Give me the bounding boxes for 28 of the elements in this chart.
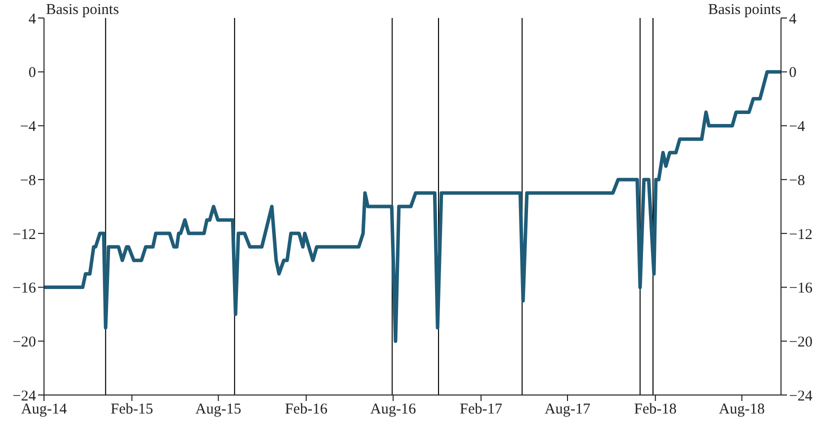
x-tick-label: Aug-16 xyxy=(370,402,417,418)
x-tick-label: Aug-14 xyxy=(21,402,68,418)
y2-tick-label: 0 xyxy=(789,65,796,82)
x-tick-label: Feb-18 xyxy=(634,402,677,418)
y-tick-label: −8 xyxy=(20,172,36,189)
x-tick-label: Feb-17 xyxy=(460,402,503,418)
x-tick-label: Aug-17 xyxy=(544,402,591,418)
x-tick-label: Feb-15 xyxy=(110,402,154,418)
y2-tick-label: −20 xyxy=(789,334,812,350)
y-tick-label: −16 xyxy=(12,280,36,297)
line-series xyxy=(44,70,781,343)
y-tick-label: 4 xyxy=(28,11,36,28)
x-tick-label: Aug-18 xyxy=(718,402,765,418)
y-tick-label: −12 xyxy=(12,226,36,243)
x-tick-label: Feb-16 xyxy=(284,402,328,418)
y2-tick-label: −24 xyxy=(789,388,813,404)
y2-tick-label: −4 xyxy=(789,119,806,136)
y2-tick-label: −8 xyxy=(789,172,805,189)
x-tick-label: Aug-15 xyxy=(195,402,242,418)
y2-tick-label: 4 xyxy=(789,11,797,28)
y-tick-label: −4 xyxy=(20,119,36,136)
y-axis-title: Basis points xyxy=(46,2,119,19)
y2-axis-title: Basis points xyxy=(708,2,781,19)
y-tick-label: −24 xyxy=(12,388,36,404)
y-tick-label: 0 xyxy=(28,65,36,82)
y2-tick-label: −12 xyxy=(789,226,812,243)
y2-tick-label: −16 xyxy=(789,280,813,297)
y-tick-label: −20 xyxy=(12,334,36,350)
